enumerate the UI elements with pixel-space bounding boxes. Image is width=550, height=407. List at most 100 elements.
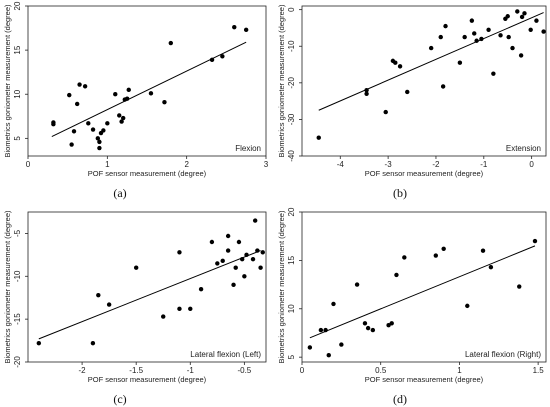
x-axis-label: POF sensor measurement (degree) [365, 169, 484, 178]
panel-caption: (a) [113, 186, 126, 200]
data-point [528, 27, 533, 32]
data-point [260, 250, 265, 255]
chart-panel-3: -2 -1.5 -1 -0.5 -5 -10 -15 -20 Lateral flexion (… [3, 210, 267, 406]
data-point [441, 246, 446, 251]
data-point [250, 256, 256, 262]
x-tick-label: -2 [79, 366, 87, 375]
data-point [386, 323, 391, 328]
data-point [105, 121, 110, 126]
chart-panel-1: 0 1 2 3 5 10 15 20 Flexion POF sensor measurement… [3, 1, 269, 200]
data-point [365, 325, 371, 331]
y-tick-label: -40 [287, 150, 296, 162]
data-point [457, 60, 463, 65]
y-axis-label: Biometrics goniometer measurement (degre… [3, 210, 12, 363]
fit-line [318, 12, 544, 111]
fit-line [51, 41, 247, 138]
data-point [331, 301, 336, 307]
data-point [393, 60, 398, 65]
x-tick-label: 0 [529, 160, 534, 169]
data-point [90, 340, 96, 346]
data-point [95, 136, 101, 141]
y-tick-label: 15 [287, 255, 296, 264]
data-point [354, 282, 360, 287]
data-point [255, 248, 260, 253]
data-point [316, 135, 321, 140]
data-point [397, 64, 403, 69]
data-point [532, 238, 538, 244]
panel-caption: (b) [393, 186, 407, 200]
fit-line [38, 250, 261, 340]
data-point [486, 27, 491, 32]
data-point [236, 239, 242, 245]
data-point [541, 29, 546, 34]
x-tick-label: 1.5 [533, 366, 545, 375]
data-point [534, 18, 539, 23]
panel-annotation: Lateral flexion (Left) [190, 350, 261, 359]
y-tick-label: 15 [13, 45, 22, 54]
data-point [113, 92, 118, 97]
data-point [339, 342, 344, 347]
data-point [148, 91, 154, 96]
data-point [498, 33, 503, 38]
data-point [161, 314, 166, 319]
data-point [162, 99, 167, 105]
x-axis-label: POF sensor measurement (degree) [88, 375, 207, 384]
data-point [258, 265, 263, 270]
data-point [240, 256, 245, 262]
data-point [383, 109, 388, 115]
data-point [307, 345, 313, 350]
data-point [505, 14, 510, 19]
data-point [405, 89, 410, 95]
data-point [364, 87, 369, 93]
y-tick-label: 10 [287, 304, 296, 313]
data-point [491, 71, 496, 76]
data-point [225, 233, 231, 239]
data-point [402, 255, 407, 260]
data-point [474, 38, 479, 43]
data-point [323, 327, 328, 333]
y-tick-label: -5 [13, 229, 22, 237]
plot-frame [27, 211, 267, 363]
data-point [364, 91, 369, 97]
data-point [97, 139, 102, 145]
data-point [101, 128, 106, 133]
y-tick-label: -10 [13, 270, 22, 282]
data-point [506, 34, 511, 40]
data-point [244, 252, 249, 258]
data-point [220, 258, 225, 264]
data-point [472, 31, 477, 36]
panel-caption: (c) [113, 392, 126, 406]
data-point [233, 265, 238, 270]
data-point [326, 353, 331, 358]
data-point [389, 321, 394, 326]
x-tick-label: -4 [337, 160, 345, 169]
y-tick-label: 5 [13, 136, 22, 141]
y-axis-label: Biometrics goniometer measurement (degre… [277, 4, 286, 157]
x-tick-label: -0.5 [237, 366, 251, 375]
x-tick-label: 0 [300, 366, 305, 375]
data-point [90, 127, 96, 132]
data-point [168, 40, 173, 46]
data-point [74, 101, 80, 107]
y-tick-label: 0 [287, 7, 296, 12]
y-axis-label: Biometrics goniometer measurement (degre… [277, 210, 286, 363]
data-point [510, 45, 515, 51]
x-tick-label: 2 [184, 160, 189, 169]
y-tick-label: 20 [287, 207, 296, 216]
x-tick-label: -1.5 [129, 366, 143, 375]
data-point [225, 248, 231, 253]
panel-annotation: Extension [506, 144, 541, 153]
data-point [51, 122, 56, 127]
data-point [133, 265, 139, 270]
x-tick-label: 0 [26, 160, 31, 169]
panel-caption: (d) [393, 392, 407, 406]
y-tick-label: -15 [13, 313, 22, 325]
data-point [519, 14, 525, 20]
data-point [82, 84, 88, 89]
x-tick-label: 1 [457, 366, 462, 375]
data-point [522, 11, 527, 16]
data-point [124, 96, 130, 101]
y-tick-label: 20 [13, 1, 22, 10]
x-tick-label: 1 [105, 160, 110, 169]
data-point [243, 27, 249, 33]
